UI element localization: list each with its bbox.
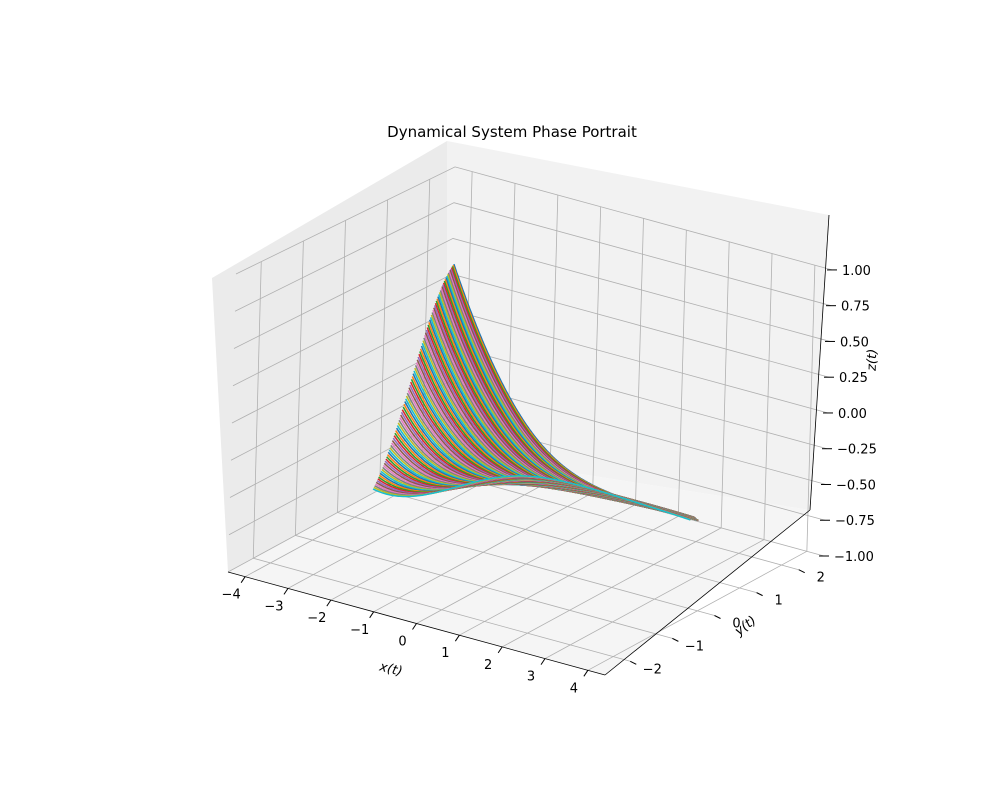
y-axis-line bbox=[604, 509, 811, 676]
z-tick-label: −0.50 bbox=[836, 478, 876, 493]
grid-line-z bbox=[233, 238, 831, 349]
x-axis-label: x(t) bbox=[377, 659, 404, 679]
x-tick-label: 0 bbox=[398, 635, 406, 650]
y-tick-mark bbox=[756, 592, 763, 597]
x-tick-mark bbox=[497, 646, 503, 654]
x-tick-label: −3 bbox=[264, 599, 283, 614]
y-tick-mark bbox=[714, 615, 721, 619]
x-tick-mark bbox=[540, 658, 546, 665]
y-tick-mark bbox=[630, 660, 637, 665]
chart-title: Dynamical System Phase Portrait bbox=[387, 123, 637, 141]
z-tick-label: 0.00 bbox=[838, 407, 867, 422]
z-tick-label: 1.00 bbox=[842, 264, 871, 279]
x-tick-label: 4 bbox=[570, 681, 578, 696]
back-pane bbox=[447, 141, 829, 510]
x-tick-mark bbox=[240, 576, 246, 583]
x-tick-mark bbox=[583, 670, 589, 677]
z-tick-label: 0.50 bbox=[840, 335, 869, 350]
z-ticks: −1.00 −0.75 −0.50 −0.25 0.00 0.25 0.50 0.75 1.00 bbox=[819, 264, 877, 565]
x-tick-label: −4 bbox=[222, 588, 241, 603]
y-tick-mark bbox=[798, 569, 805, 574]
x-tick-label: 2 bbox=[484, 658, 492, 673]
y-tick-label: 1 bbox=[774, 594, 782, 609]
z-tick-label: −0.75 bbox=[835, 514, 875, 529]
grid-line-z bbox=[235, 166, 833, 275]
z-tick-label: −0.25 bbox=[837, 443, 877, 458]
x-tick-mark bbox=[326, 599, 332, 607]
y-tick-mark bbox=[672, 637, 679, 642]
x-ticks: −4 −3 −2 −1 0 1 2 3 4 bbox=[222, 576, 589, 696]
z-tick-label: −1.00 bbox=[834, 550, 874, 565]
y-tick-label: 2 bbox=[817, 571, 825, 586]
grid-line-z bbox=[229, 381, 827, 498]
x-tick-mark bbox=[412, 623, 417, 630]
x-tick-mark bbox=[283, 588, 289, 595]
y-tick-label: −1 bbox=[685, 639, 704, 654]
x-tick-label: −2 bbox=[307, 611, 326, 626]
z-axis-line bbox=[809, 214, 830, 511]
grid-line-z bbox=[234, 202, 832, 312]
trajectory-line bbox=[372, 475, 691, 521]
x-tick-label: −1 bbox=[350, 623, 369, 638]
x-tick-label: 3 bbox=[527, 670, 535, 685]
trajectories bbox=[372, 263, 699, 522]
y-tick-label: −2 bbox=[643, 662, 662, 677]
z-tick-label: 0.75 bbox=[841, 300, 870, 315]
z-tick-label: 0.25 bbox=[839, 371, 868, 386]
y-ticks: −2 −1 0 1 2 bbox=[630, 569, 825, 677]
z-axis-label: z(t) bbox=[865, 349, 881, 373]
x-tick-mark bbox=[454, 634, 460, 642]
y-tick-label: 0 bbox=[732, 617, 740, 632]
x-tick-mark bbox=[369, 611, 375, 619]
x-tick-label: 1 bbox=[441, 646, 449, 661]
